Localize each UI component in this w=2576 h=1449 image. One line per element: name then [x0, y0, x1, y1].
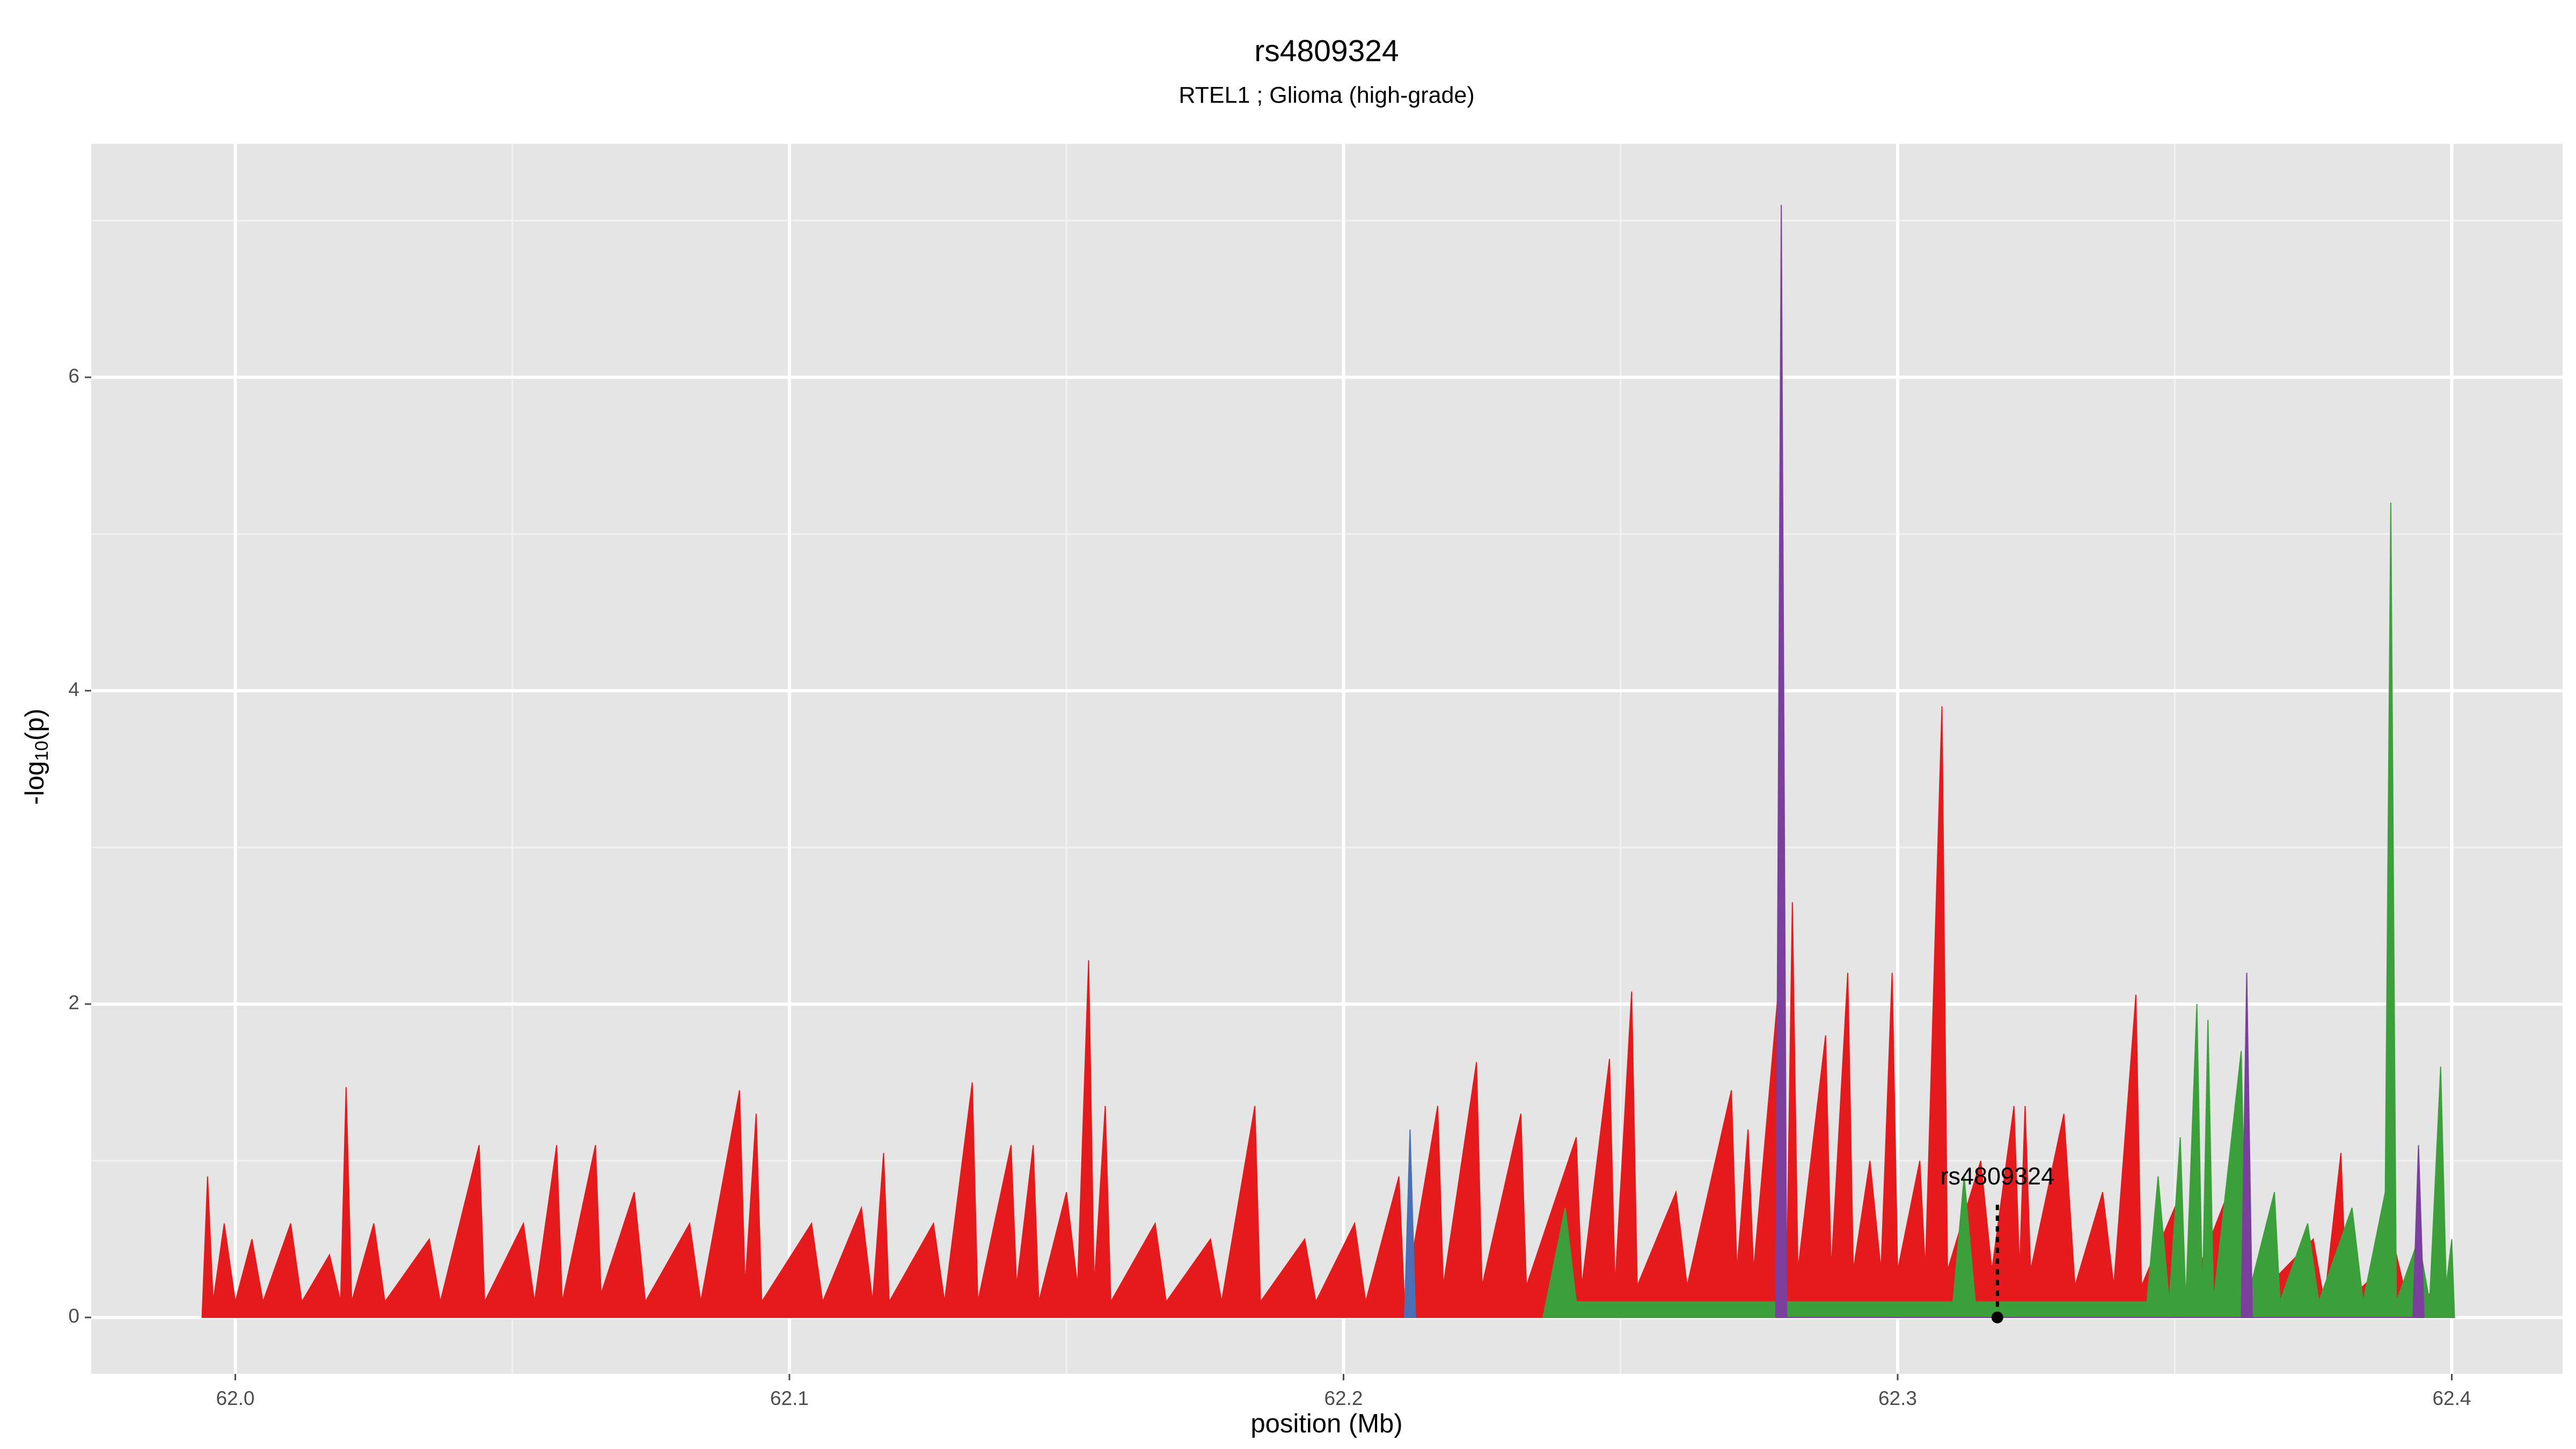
- y-tick-label: 6: [68, 365, 79, 387]
- y-label-part: -log: [20, 761, 49, 805]
- annotation-label: rs4809324: [1940, 1162, 2054, 1190]
- area: [201, 706, 2455, 1318]
- x-tick-label: 62.1: [770, 1387, 809, 1409]
- area: [1775, 204, 2425, 1318]
- y-label-subscript: 10: [32, 741, 52, 761]
- x-axis-label: position (Mb): [1250, 1409, 1402, 1438]
- x-tick-label: 62.4: [2432, 1387, 2471, 1409]
- x-tick-label: 62.3: [1878, 1387, 1917, 1409]
- y-tick-label: 4: [68, 678, 79, 700]
- chart-title: rs4809324: [1254, 34, 1399, 68]
- x-tick-label: 62.0: [216, 1387, 254, 1409]
- y-axis-label: -log10(p): [20, 708, 52, 804]
- chart-subtitle: RTEL1 ; Glioma (high-grade): [1179, 82, 1474, 108]
- y-label-part: (p): [20, 708, 49, 741]
- area: [1404, 1129, 1416, 1318]
- annotation-point: [1991, 1311, 2003, 1323]
- y-tick-label: 2: [68, 992, 79, 1014]
- plot-background: [91, 144, 2563, 1374]
- y-tick-label: 0: [68, 1305, 79, 1327]
- x-tick-label: 62.2: [1324, 1387, 1363, 1409]
